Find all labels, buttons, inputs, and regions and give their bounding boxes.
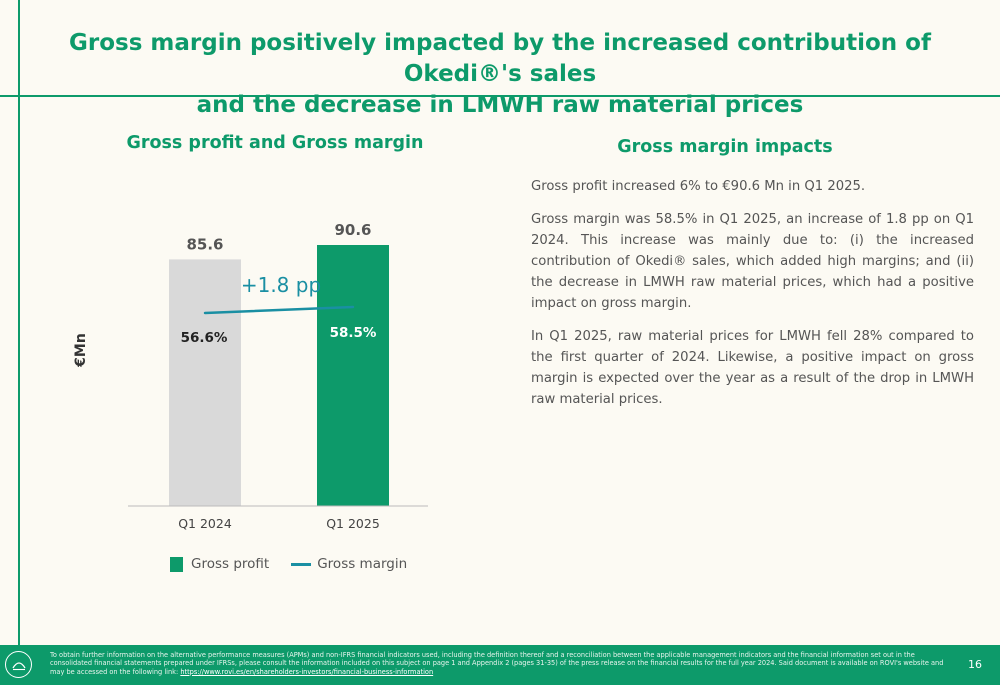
legend-bar-label: Gross profit bbox=[191, 556, 270, 572]
impacts-paragraph-2: Gross margin was 58.5% in Q1 2025, an in… bbox=[531, 212, 974, 311]
left-accent-rule bbox=[18, 0, 20, 645]
impacts-paragraph-3: In Q1 2025, raw material prices for LMWH… bbox=[531, 329, 974, 407]
y-axis-label: €Mn bbox=[73, 333, 89, 368]
bar-1 bbox=[169, 259, 241, 506]
margin-label-2: 58.5% bbox=[330, 325, 377, 341]
bar-value-label-1: 85.6 bbox=[186, 235, 223, 253]
page-number: 16 bbox=[968, 658, 982, 671]
impacts-text: Gross profit increased 6% to €90.6 Mn in… bbox=[531, 176, 974, 422]
x-tick-label-2: Q1 2025 bbox=[326, 516, 380, 531]
gross-margin-line bbox=[203, 305, 355, 315]
chart-legend: Gross profit Gross margin bbox=[170, 556, 407, 572]
footer-bar: To obtain further information on the alt… bbox=[0, 645, 1000, 685]
bar-2 bbox=[317, 245, 389, 506]
legend-bar-swatch bbox=[170, 556, 183, 572]
impacts-title: Gross margin impacts bbox=[617, 137, 833, 157]
legend-line-label: Gross margin bbox=[317, 556, 408, 572]
impacts-paragraph-1: Gross profit increased 6% to €90.6 Mn in… bbox=[531, 179, 866, 194]
rovi-logo bbox=[5, 651, 32, 678]
bar-value-label-2: 90.6 bbox=[334, 221, 371, 239]
chart-title: Gross profit and Gross margin bbox=[126, 133, 424, 153]
footer-note-text: To obtain further information on the alt… bbox=[50, 651, 944, 676]
margin-change-annotation: +1.8 pp bbox=[241, 273, 321, 297]
margin-label-1: 56.6% bbox=[181, 330, 228, 346]
x-tick-label-1: Q1 2024 bbox=[178, 516, 232, 531]
rovi-logo-icon bbox=[11, 661, 26, 670]
legend-line-swatch bbox=[291, 562, 312, 566]
header-divider bbox=[0, 95, 1000, 97]
page-title-line-1: Gross margin positively impacted by the … bbox=[69, 30, 931, 87]
footer-link[interactable]: https://www.rovi.es/en/shareholders-inve… bbox=[180, 667, 434, 676]
footer-note: To obtain further information on the alt… bbox=[50, 651, 950, 676]
